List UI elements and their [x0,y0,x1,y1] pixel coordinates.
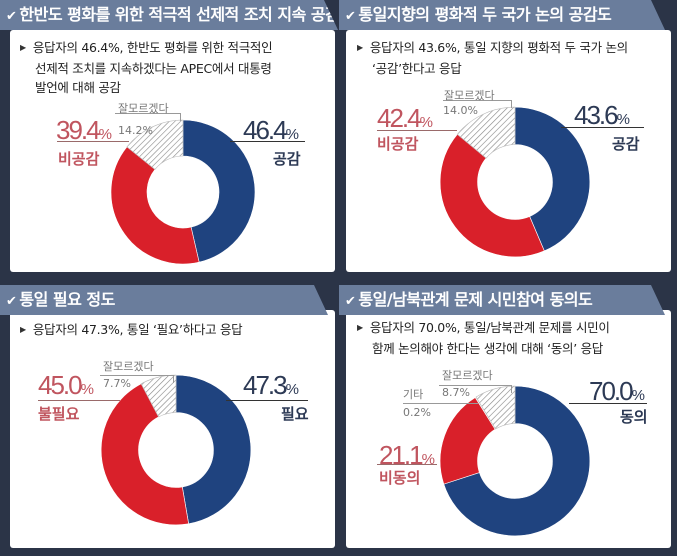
negative-label: 비공감 [58,150,100,168]
donut-segment [439,133,545,258]
positive-label: 공감 [273,150,301,168]
leader-line [569,403,647,404]
positive-percent: 47.3% [243,370,299,400]
leader-line [100,375,174,376]
donut-segment [175,374,252,525]
unknown-value: 7.7% [103,377,131,390]
check-icon: ✔ [6,294,17,309]
leader-line [561,127,644,128]
donut-segment [456,106,516,159]
leader-line [38,400,120,401]
donut-segment [140,374,177,418]
panel-title: ✔ 통일지향의 평화적 두 국가 논의 공감도 [339,0,665,30]
unknown-label: 잘모르겠다 [444,89,495,102]
leader-line [115,113,181,114]
panel-citizen-participation: ✔ 통일/남북관계 문제 시민참여 동의도 ▶ 응답자의 70.0%, 통일/남북관… [339,280,677,556]
bullet-icon: ▶ [357,323,363,332]
panel-unification-need: ✔ 통일 필요 정도 ▶ 응답자의 47.3%, 통일 ‘필요’하다고 응답 45.… [0,280,338,556]
donut-segment [514,106,591,252]
donut-segment [443,385,591,537]
negative-percent: 45.0% [38,370,94,400]
other-value: 0.2% [403,406,431,419]
panel-two-states: ✔ 통일지향의 평화적 두 국가 논의 공감도 ▶ 응답자의 43.6%, 통일 지… [339,0,677,278]
leader-line [377,130,457,131]
positive-label: 공감 [612,135,640,153]
unknown-value: 8.7% [442,386,470,399]
unknown-label: 잘모르겠다 [103,360,154,373]
positive-label: 필요 [281,405,309,423]
donut-segment [100,383,190,526]
unknown-label: 잘모르겠다 [442,369,493,382]
donut-chatt [100,374,252,526]
leader-line [180,113,181,121]
panel-description: ▶ 응답자의 70.0%, 통일/남북관계 문제를 시민이 함께 논의해야 한다는… [357,320,610,356]
negative-percent: 42.4% [377,103,433,133]
donut-segment [475,385,516,430]
donut-chart [439,385,591,537]
unknown-label: 잘모르겠다 [118,102,169,115]
donut-chart [439,106,591,258]
bullet-icon: ▶ [20,325,26,334]
leader-line [57,141,129,142]
positive-percent: 70.0% [589,376,645,406]
donut-segment [110,146,200,265]
unknown-value: 14.0% [443,104,478,117]
bullet-icon: ▶ [357,43,363,52]
donut-segment [182,119,256,263]
negative-label: 비공감 [377,135,419,153]
leader-line [403,403,478,404]
check-icon: ✔ [345,9,356,24]
panel-title: ✔ 통일 필요 정도 [0,285,328,315]
leader-line [377,464,437,465]
panel-description: ▶ 응답자의 46.4%, 한반도 평화를 위한 적극적인 선제적 조치를 지속하… [20,40,273,95]
panel-description: ▶ 응답자의 47.3%, 통일 ‘필요’하다고 응답 [20,322,243,337]
panel-title: ✔ 한반도 평화를 위한 적극적 선제적 조치 지속 공감도 [0,0,338,30]
panel-peace-measures: ✔ 한반도 평화를 위한 적극적 선제적 조치 지속 공감도 ▶ 응답자의 46.4… [0,0,338,278]
leader-line [230,141,305,142]
leader-line [511,100,512,108]
leader-line [226,400,308,401]
positive-percent: 46.4% [243,115,299,145]
leader-line [439,385,512,386]
panel-title: ✔ 통일/남북관계 문제 시민참여 동의도 [339,285,665,315]
unknown-value: 14.2% [118,124,153,137]
check-icon: ✔ [6,9,17,24]
donut-segment [126,119,184,170]
donut-chart [110,119,256,265]
check-icon: ✔ [345,294,356,309]
bullet-icon: ▶ [20,43,26,52]
negative-label: 불필요 [38,405,80,423]
negative-label: 비동의 [379,469,421,487]
positive-label: 동의 [620,408,648,426]
leader-line [511,385,512,393]
leader-line [173,375,174,383]
positive-percent: 43.6% [574,100,630,130]
negative-percent: 21.1% [379,440,435,470]
leader-line [443,100,512,101]
negative-percent: 39.4% [56,115,112,145]
panel-description: ▶ 응답자의 43.6%, 통일 지향의 평화적 두 국가 논의 ‘공감’한다고 … [357,40,628,76]
other-label: 기타 [403,388,424,401]
